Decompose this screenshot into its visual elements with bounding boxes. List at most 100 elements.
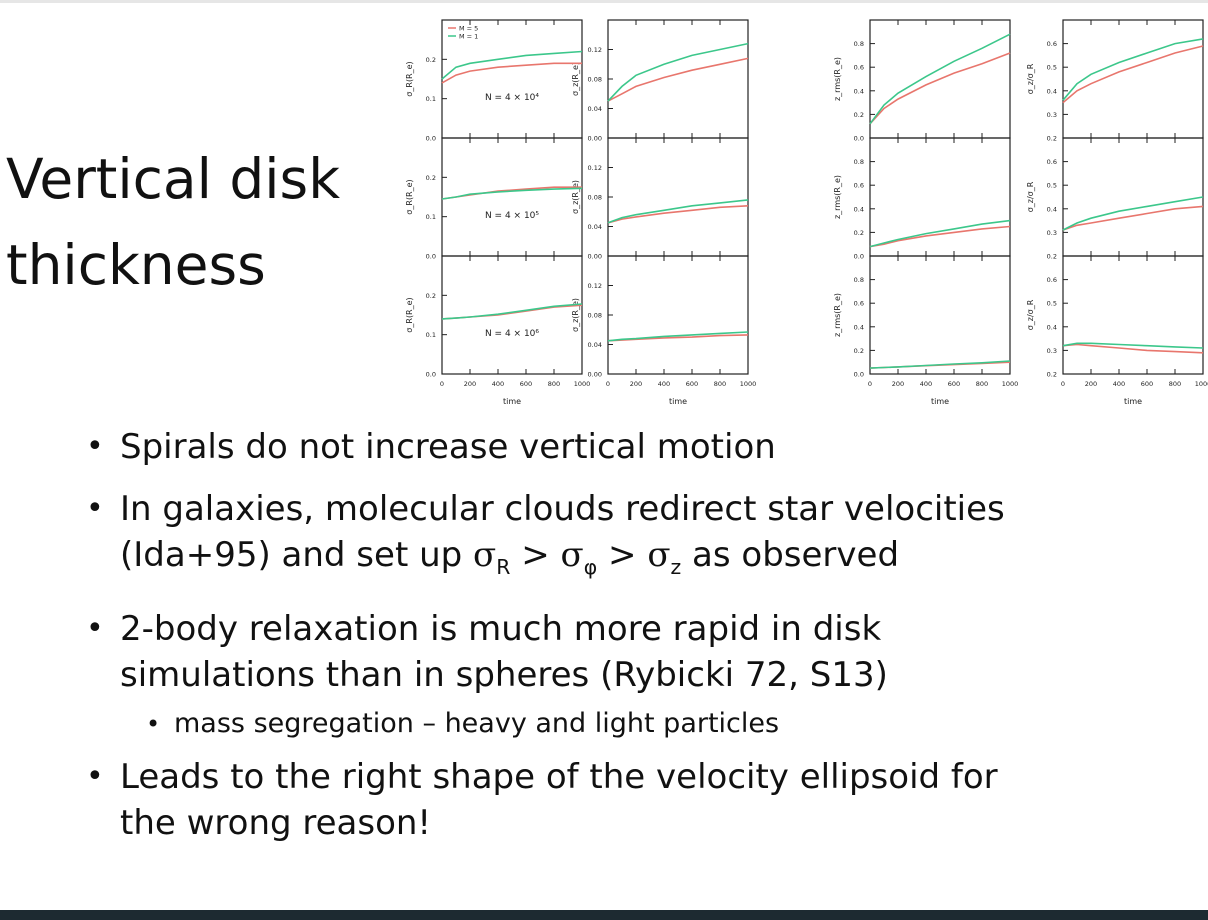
x-tick-label: 200 bbox=[630, 380, 642, 388]
x-axis-label: time bbox=[669, 397, 687, 406]
y-tick-label: 0.2 bbox=[1047, 371, 1057, 379]
panel-frame bbox=[607, 255, 749, 375]
series-m5-line bbox=[869, 52, 1011, 125]
y-tick-label: 0.0 bbox=[426, 135, 436, 143]
y-axis-label: σ_z(R_e) bbox=[571, 298, 580, 332]
y-tick-label: 0.6 bbox=[854, 182, 864, 190]
y-tick-label: 0.5 bbox=[1047, 300, 1057, 308]
y-tick-label: 0.12 bbox=[588, 46, 602, 54]
panel-frame bbox=[441, 255, 583, 375]
sigma-z-symbol: σ bbox=[647, 535, 671, 575]
y-tick-label: 0.12 bbox=[588, 164, 602, 172]
y-tick-label: 0.04 bbox=[588, 223, 602, 231]
x-tick-label: 400 bbox=[658, 380, 670, 388]
y-tick-label: 0.3 bbox=[1047, 347, 1057, 355]
y-tick-label: 0.1 bbox=[426, 95, 436, 103]
series-m1-line bbox=[607, 331, 749, 342]
y-axis-label: σ_z(R_e) bbox=[571, 62, 580, 96]
y-tick-label: 0.2 bbox=[854, 229, 864, 237]
x-tick-label: 0 bbox=[606, 380, 610, 388]
series-m1-line bbox=[1062, 38, 1204, 101]
y-tick-label: 0.4 bbox=[854, 205, 864, 213]
y-tick-label: 0.2 bbox=[426, 292, 436, 300]
y-tick-label: 0.0 bbox=[426, 371, 436, 379]
series-m1-line bbox=[607, 199, 749, 224]
x-tick-label: 200 bbox=[1085, 380, 1097, 388]
panel-n-label: N = 4 × 10⁵ bbox=[485, 211, 539, 221]
series-m1-line bbox=[441, 50, 583, 80]
series-m5-line bbox=[441, 62, 582, 84]
bullet-velocity-ellipsoid: Leads to the right shape of the velocity… bbox=[86, 754, 1196, 846]
x-tick-label: 1000 bbox=[574, 380, 591, 388]
bullet-relaxation-line1: 2-body relaxation is much more rapid in … bbox=[120, 608, 882, 649]
x-tick-label: 400 bbox=[920, 380, 932, 388]
x-tick-label: 200 bbox=[464, 380, 476, 388]
bullet-molecular-clouds-line2-post: as observed bbox=[681, 535, 900, 575]
top-rule bbox=[0, 0, 1208, 3]
sub-bullet-mass-segregation: mass segregation – heavy and light parti… bbox=[146, 704, 1196, 744]
x-axis-label: time bbox=[503, 397, 521, 406]
y-tick-label: 0.4 bbox=[1047, 87, 1057, 95]
x-tick-label: 600 bbox=[520, 380, 532, 388]
legend-entry: M = 1 bbox=[459, 33, 478, 41]
panel-frame bbox=[1062, 137, 1204, 257]
x-tick-label: 0 bbox=[1061, 380, 1065, 388]
y-tick-label: 0.8 bbox=[854, 158, 864, 166]
y-axis-label: z_rms(R_e) bbox=[833, 57, 842, 101]
y-tick-label: 0.4 bbox=[1047, 205, 1057, 213]
x-axis-label: time bbox=[1124, 397, 1142, 406]
y-tick-label: 0.00 bbox=[588, 135, 602, 143]
y-tick-label: 0.5 bbox=[1047, 182, 1057, 190]
y-tick-label: 0.4 bbox=[854, 323, 864, 331]
y-tick-label: 0.0 bbox=[854, 253, 864, 261]
series-m5-line bbox=[869, 225, 1011, 248]
x-tick-label: 800 bbox=[548, 380, 560, 388]
sigma-r-symbol: σ bbox=[473, 535, 497, 575]
sub-bullet-mass-segregation-text: mass segregation – heavy and light parti… bbox=[174, 707, 780, 739]
bullet-spirals: Spirals do not increase vertical motion bbox=[86, 424, 1196, 470]
x-tick-label: 400 bbox=[492, 380, 504, 388]
series-m1-line bbox=[869, 33, 1011, 125]
gt-symbol-2: > bbox=[608, 535, 637, 575]
bullet-velocity-ellipsoid-line1: Leads to the right shape of the velocity… bbox=[120, 756, 998, 797]
x-tick-label: 800 bbox=[714, 380, 726, 388]
x-tick-label: 1000 bbox=[740, 380, 757, 388]
x-tick-label: 600 bbox=[1141, 380, 1153, 388]
y-tick-label: 0.2 bbox=[854, 347, 864, 355]
y-tick-label: 0.6 bbox=[1047, 158, 1057, 166]
y-axis-label: σ_R(R_e) bbox=[405, 297, 414, 332]
y-tick-label: 0.2 bbox=[1047, 135, 1057, 143]
y-tick-label: 0.6 bbox=[1047, 40, 1057, 48]
bullet-relaxation: 2-body relaxation is much more rapid in … bbox=[86, 606, 1196, 698]
panel-frame bbox=[441, 137, 583, 257]
panel-frame bbox=[1062, 255, 1204, 375]
y-tick-label: 0.3 bbox=[1047, 111, 1057, 119]
y-axis-label: σ_z/σ_R bbox=[1026, 181, 1035, 212]
panel-frame bbox=[869, 255, 1011, 375]
x-tick-label: 0 bbox=[868, 380, 872, 388]
y-tick-label: 0.4 bbox=[854, 87, 864, 95]
figure-svg: 0.0 0.1 0.2 σ_R(R_e) 0.0 0.1 0.2 σ_R(R_e) 0.0 0.1… bbox=[405, 19, 1208, 406]
legend-entry: M = 5 bbox=[459, 25, 478, 33]
y-tick-label: 0.2 bbox=[1047, 253, 1057, 261]
x-tick-label: 1000 bbox=[1002, 380, 1019, 388]
y-tick-label: 0.08 bbox=[588, 194, 602, 202]
y-axis-label: σ_z/σ_R bbox=[1026, 63, 1035, 94]
y-axis-label: z_rms(R_e) bbox=[833, 293, 842, 337]
y-tick-label: 0.12 bbox=[588, 282, 602, 290]
x-tick-label: 0 bbox=[440, 380, 444, 388]
y-tick-label: 0.8 bbox=[854, 276, 864, 284]
panel-n-label: N = 4 × 10⁶ bbox=[485, 329, 539, 339]
y-axis-label: σ_z(R_e) bbox=[571, 180, 580, 214]
bullet-relaxation-line2: simulations than in spheres (Rybicki 72,… bbox=[120, 654, 888, 695]
y-tick-label: 0.0 bbox=[854, 135, 864, 143]
y-axis-label: z_rms(R_e) bbox=[833, 175, 842, 219]
series-m5-line bbox=[1062, 205, 1204, 231]
x-tick-label: 600 bbox=[686, 380, 698, 388]
y-tick-label: 0.04 bbox=[588, 105, 602, 113]
series-m1-line bbox=[607, 42, 749, 102]
y-tick-label: 0.4 bbox=[1047, 323, 1057, 331]
y-tick-label: 0.00 bbox=[588, 371, 602, 379]
x-tick-label: 800 bbox=[976, 380, 988, 388]
sigma-phi-symbol: σ bbox=[560, 535, 584, 575]
